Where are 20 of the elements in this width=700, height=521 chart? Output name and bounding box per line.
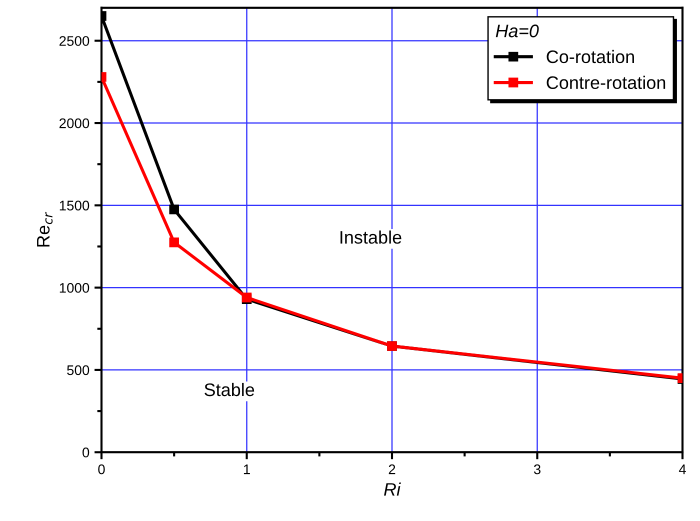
legend-label: Contre-rotation [546,76,666,90]
annotation: Stable [204,382,254,396]
point [169,238,179,248]
x-tick-label: 4 [678,464,686,474]
x-tick-label: 1 [244,464,250,474]
y-tick-label: 1000 [60,282,90,293]
legend-title: Ha=0 [496,24,539,38]
x-tick-label: 3 [534,464,540,474]
y-axis-title: Re$_{cr}$ [37,212,53,247]
annotation: Instable [340,230,402,244]
x-axis-title: Ri [384,482,401,496]
y-tick-label: 2500 [60,36,90,46]
point [169,204,179,214]
y-tick-label: 2000 [60,118,90,128]
x-tick-label: 2 [388,464,396,474]
y-tick-label: 500 [67,365,90,376]
x-tick-label: 0 [98,464,105,474]
y-tick-label: 1500 [60,200,90,210]
y-tick-label: 0 [82,448,90,458]
legend-label: Co-rotation [546,50,634,64]
